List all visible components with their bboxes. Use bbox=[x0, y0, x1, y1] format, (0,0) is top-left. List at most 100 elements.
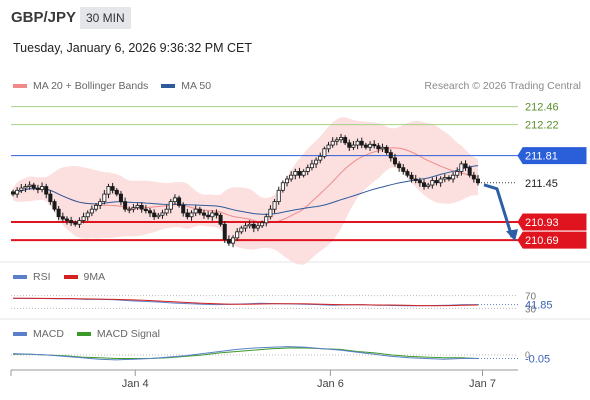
candle-body bbox=[455, 171, 460, 176]
candle-body bbox=[123, 201, 128, 210]
candle-body bbox=[69, 220, 74, 224]
candle-body bbox=[380, 146, 385, 150]
rsi-value-label: 41.85 bbox=[525, 300, 553, 312]
forecast-arrowhead bbox=[506, 229, 518, 242]
candle-body bbox=[177, 197, 182, 206]
candle-body bbox=[73, 222, 78, 225]
candle-body bbox=[44, 186, 49, 195]
time-label-0: Jan 4 bbox=[122, 378, 149, 390]
candle-body bbox=[102, 193, 107, 203]
candle-body bbox=[181, 205, 186, 214]
candle-body bbox=[305, 167, 310, 172]
level-label-5: 210.69 bbox=[525, 235, 559, 247]
candle-body bbox=[280, 182, 285, 191]
candle-body bbox=[285, 178, 290, 184]
candle-body bbox=[127, 208, 132, 211]
macd-legend-label: MACD bbox=[33, 328, 64, 340]
candle-body bbox=[164, 208, 169, 214]
macd-signal-legend-label: MACD Signal bbox=[96, 328, 160, 340]
candle-body bbox=[81, 216, 86, 221]
rsi-swatch bbox=[13, 275, 27, 279]
candle-body bbox=[293, 171, 298, 176]
candle-body bbox=[355, 140, 360, 146]
candle-body bbox=[235, 231, 240, 239]
candle-body bbox=[463, 163, 468, 169]
candle-body bbox=[40, 186, 45, 190]
candle-body bbox=[106, 186, 111, 195]
candle-body bbox=[272, 201, 277, 210]
candle-body bbox=[372, 143, 377, 147]
candle-body bbox=[56, 208, 61, 218]
candle-body bbox=[260, 222, 265, 227]
candle-body bbox=[343, 137, 348, 144]
candle-body bbox=[451, 174, 456, 180]
time-label-2: Jan 7 bbox=[469, 378, 496, 390]
candle-body bbox=[376, 145, 381, 150]
candle-body bbox=[197, 208, 202, 214]
candle-body bbox=[368, 143, 373, 148]
level-label-box-3 bbox=[517, 174, 587, 192]
time-label-1: Jan 6 bbox=[317, 378, 344, 390]
candle-body bbox=[314, 159, 319, 165]
candle-body bbox=[19, 187, 24, 191]
candle-body bbox=[334, 139, 339, 142]
level-label-3: 211.45 bbox=[525, 178, 558, 190]
candle-body bbox=[110, 186, 115, 191]
candle-body bbox=[85, 212, 90, 218]
macd-value-label: -0.05 bbox=[525, 354, 550, 366]
rsi-level-label-1: 30 bbox=[525, 304, 537, 315]
macd-signal-swatch bbox=[76, 332, 91, 336]
candle-body bbox=[438, 178, 443, 184]
candle-body bbox=[347, 142, 352, 148]
timeframe-badge[interactable]: 30 MIN bbox=[80, 7, 131, 29]
candle-body bbox=[89, 208, 94, 214]
rsi-legend: RSI 9MA bbox=[13, 271, 118, 283]
macd-swatch bbox=[13, 332, 27, 336]
rsi-ma-legend-label: 9MA bbox=[83, 271, 106, 283]
candle-body bbox=[31, 184, 36, 189]
candle-body bbox=[397, 163, 402, 169]
level-label-4: 210.93 bbox=[525, 217, 559, 229]
candle-body bbox=[405, 171, 410, 176]
candle-body bbox=[218, 214, 223, 225]
candle-body bbox=[135, 205, 140, 209]
candle-body bbox=[35, 187, 40, 190]
candle-body bbox=[206, 214, 211, 218]
macd-zero-label: 0 bbox=[525, 350, 530, 360]
candle-body bbox=[384, 146, 389, 153]
rsi-ma-line bbox=[12, 297, 479, 307]
main-legend: MA 20 + Bollinger Bands MA 50 bbox=[13, 80, 224, 92]
candle-body bbox=[359, 140, 364, 146]
candle-body bbox=[351, 144, 356, 148]
candle-body bbox=[168, 201, 173, 210]
candle-body bbox=[15, 189, 20, 195]
chart-datetime: Tuesday, January 6, 2026 9:36:32 PM CET bbox=[13, 41, 253, 55]
candle-body bbox=[471, 174, 476, 180]
candle-body bbox=[160, 212, 165, 216]
candle-body bbox=[426, 184, 431, 187]
candle-body bbox=[139, 205, 144, 210]
candle-body bbox=[27, 184, 32, 187]
candle-body bbox=[392, 157, 397, 165]
candle-body bbox=[255, 225, 260, 229]
bollinger-band bbox=[13, 117, 478, 265]
ma20-swatch bbox=[13, 84, 27, 88]
candle-body bbox=[301, 171, 306, 176]
ma50-swatch bbox=[161, 84, 176, 88]
candle-body bbox=[297, 171, 302, 176]
macd-legend: MACD MACD Signal bbox=[13, 328, 173, 340]
candle-body bbox=[401, 167, 406, 172]
candle-body bbox=[309, 163, 314, 169]
candle-body bbox=[172, 197, 177, 203]
candle-body bbox=[201, 212, 206, 216]
candle-body bbox=[189, 212, 194, 218]
research-credit: Research © 2026 Trading Central bbox=[424, 80, 581, 92]
level-label-box-2 bbox=[517, 147, 587, 165]
candle-body bbox=[430, 180, 435, 186]
candle-body bbox=[193, 208, 198, 214]
macd-signal-line bbox=[13, 347, 479, 359]
candle-body bbox=[131, 207, 136, 210]
candle-body bbox=[388, 152, 393, 159]
candle-body bbox=[264, 216, 269, 224]
